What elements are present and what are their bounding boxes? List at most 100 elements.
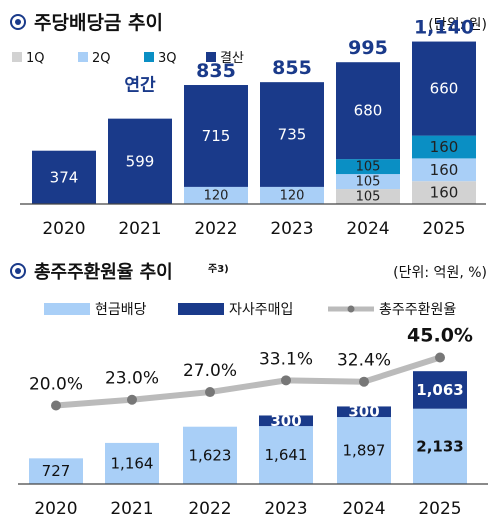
chart2-ratio-point [435,352,445,363]
chart1-segment-label: 120 [280,188,305,203]
chart2-xtick-label: 2020 [34,499,77,519]
chart2-title: 총주주환원율 추이 [34,261,173,283]
chart2-cash-label: 1,164 [111,454,154,472]
chart1-legend-label-3: 결산 [220,51,244,66]
chart1-total-label: 855 [272,57,312,79]
chart2-legend-label-1: 자사주매입 [229,302,293,318]
chart2-xtick-label: 2025 [418,499,461,519]
chart1-unit-label: (단위: 원) [428,17,487,33]
chart2-bar-cash-2022 [183,426,237,484]
chart1-segment-label: 660 [430,80,459,98]
chart2-bar-cash-2025 [413,408,467,484]
chart1-segment-label: 680 [354,102,383,120]
chart2-bar-cash-2023 [259,426,313,484]
chart1-legend-swatch-3 [206,52,216,62]
chart2-cash-label: 1,897 [343,442,386,460]
chart2-xtick-label: 2022 [188,499,231,519]
chart2-xtick-label: 2021 [110,499,153,519]
chart1-bar-2025-결산 [412,41,476,136]
chart2-bar-cash-2020 [29,458,83,484]
chart1-segment-label: 105 [356,160,381,175]
chart1-segment-label: 120 [204,188,229,203]
chart1-xtick-label: 2025 [422,219,465,239]
chart2-xtick-label: 2023 [264,499,307,519]
title-ring-icon-dot [15,19,21,25]
chart1-segment-label: 105 [356,175,381,190]
chart2-bar-cash-2021 [105,442,159,484]
chart2-bar-buyback-2024 [337,406,391,418]
chart1-legend-swatch-0 [12,52,22,62]
chart2-ratio-label: 23.0% [105,369,159,389]
chart2-buyback-label: 300 [348,403,379,421]
chart2-unit-label: (단위: 억원, %) [393,265,487,281]
chart1-bar-2022-결산 [184,85,248,187]
chart2-ratio-label: 27.0% [183,361,237,381]
chart1-legend-swatch-2 [144,52,154,62]
chart1-xtick-label: 2023 [270,219,313,239]
chart2-xtick-label: 2024 [342,499,385,519]
chart1-segment-label: 160 [430,138,459,156]
chart1-bar-2024-3Q [336,159,400,175]
chart1-segment-label: 715 [202,127,231,145]
chart2-ratio-point [281,375,291,386]
chart1-bar-2024-결산 [336,62,400,160]
chart2-cash-label: 1,641 [265,446,308,464]
chart2-ratio-point [359,376,369,387]
chart1-segment-label: 105 [356,190,381,205]
chart2-legend-label-0: 현금배당 [95,302,147,318]
chart2-legend-dot [347,305,355,313]
chart1-segment-label: 735 [278,126,307,144]
chart2-cash-label: 1,623 [189,446,232,464]
chart1-bar-2024-2Q [336,174,400,190]
chart2-ratio-point [127,394,137,405]
chart1-legend-label-2: 3Q [158,51,177,66]
chart1-xtick-label: 2024 [346,219,389,239]
chart2-ratio-label: 33.1% [259,349,313,369]
chart2-legend-label-2: 총주주환원율 [379,302,456,318]
chart2-ratio-line [55,354,441,409]
chart2-buyback-label: 300 [270,412,301,430]
chart2-bar-buyback-2025 [413,371,467,409]
chart1-legend-swatch-1 [78,52,88,62]
chart2-ratio-label: 20.0% [29,375,83,395]
chart1-legend-label-1: 2Q [92,51,111,66]
chart1-bar-2023-2Q [260,186,324,204]
chart1-xtick-label: 2021 [118,219,161,239]
chart2-cash-label: 727 [42,462,71,480]
chart1-segment-label: 599 [126,152,155,170]
chart2-bar-cash-2024 [337,417,391,484]
chart1-segment-label: 374 [50,168,79,186]
title-ring-icon-2 [10,263,26,279]
chart1-segment-label: 160 [430,184,459,202]
chart1-bar-2022-2Q [184,186,248,204]
chart2-title-note: 주3) [208,263,229,275]
chart1-xtick-label: 2022 [194,219,237,239]
chart1-bar-2023-결산 [260,82,324,187]
chart1-bar-2024-1Q [336,189,400,204]
chart2-legend-swatch-1 [178,303,224,315]
chart2-cash-label: 2,133 [416,437,463,455]
chart1-bar-2021-결산 [108,118,172,204]
chart2-ratio-label: 45.0% [407,325,473,347]
chart1-total-label: 995 [348,37,388,59]
title-ring-icon-2-dot [15,268,21,274]
chart1-total-label: 835 [196,60,236,82]
chart1-title: 주당배당금 추이 [34,12,163,34]
chart1-bar-2025-2Q [412,158,476,182]
chart2-legend-swatch-0 [44,303,90,315]
chart1-bar-2025-1Q [412,181,476,204]
chart2-buyback-label: 1,063 [416,381,463,399]
chart1-annual-label: 연간 [124,76,156,96]
chart2-ratio-point [205,387,215,398]
chart2-ratio-label: 32.4% [337,351,391,371]
chart2-ratio-point [51,400,61,411]
title-ring-icon [10,14,26,30]
chart1-segment-label: 160 [430,161,459,179]
chart1-legend-label-0: 1Q [26,51,45,66]
chart1-bar-2020-결산 [32,150,96,204]
chart1-total-label: 1,140 [414,17,474,39]
chart1-xtick-label: 2020 [42,219,85,239]
chart2-bar-buyback-2023 [259,415,313,427]
